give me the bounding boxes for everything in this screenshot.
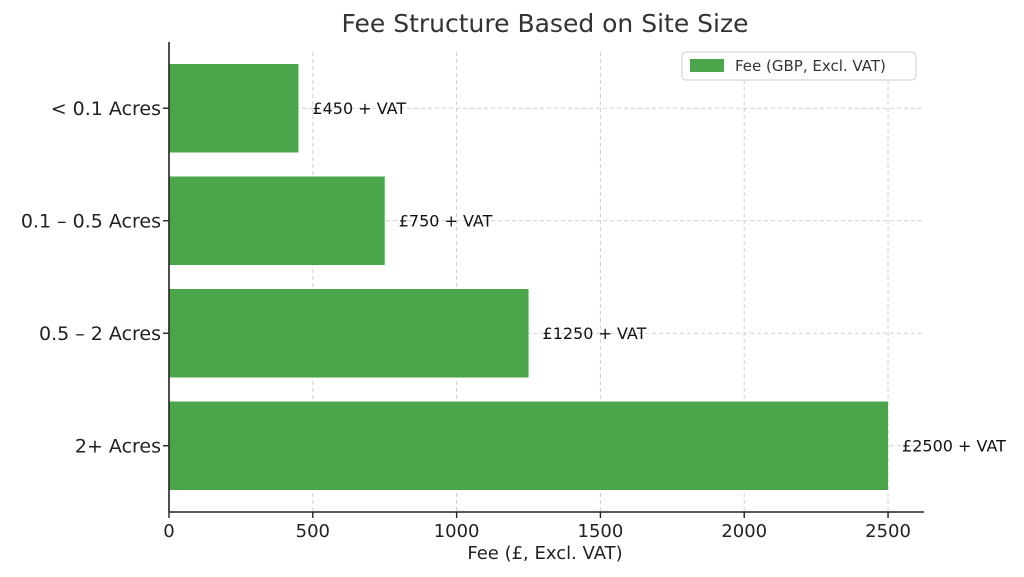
x-axis-label: Fee (£, Excl. VAT) bbox=[467, 543, 622, 564]
bar bbox=[169, 176, 385, 265]
y-tick-label: < 0.1 Acres bbox=[51, 98, 161, 120]
bar bbox=[169, 64, 299, 153]
y-tick-label: 0.5 – 2 Acres bbox=[39, 323, 161, 345]
legend: Fee (GBP, Excl. VAT) bbox=[681, 51, 917, 81]
bar bbox=[169, 289, 529, 378]
bar-layer bbox=[169, 64, 889, 490]
chart-title: Fee Structure Based on Site Size bbox=[341, 9, 748, 38]
bar-value-label: £750 + VAT bbox=[399, 211, 493, 230]
label-layer: £450 + VAT < 0.1 Acres £750 + VAT 0.1 – 0.5… bbox=[21, 98, 1006, 542]
x-tick-label: 2000 bbox=[721, 521, 767, 542]
legend-box bbox=[681, 51, 917, 81]
legend-swatch bbox=[690, 59, 724, 72]
x-tick-label: 2500 bbox=[865, 521, 911, 542]
x-tick-label: 0 bbox=[163, 521, 174, 542]
y-tick-label: 2+ Acres bbox=[75, 435, 161, 457]
bar bbox=[169, 401, 889, 490]
x-tick-label: 1000 bbox=[434, 521, 480, 542]
x-tick-label: 500 bbox=[296, 521, 330, 542]
axis-layer bbox=[163, 42, 924, 518]
bar-value-label: £2500 + VAT bbox=[902, 436, 1006, 455]
bar-value-label: £1250 + VAT bbox=[543, 324, 647, 343]
y-tick-label: 0.1 – 0.5 Acres bbox=[21, 210, 161, 232]
legend-label: Fee (GBP, Excl. VAT) bbox=[735, 57, 886, 75]
bar-value-label: £450 + VAT bbox=[312, 99, 406, 118]
x-tick-label: 1500 bbox=[578, 521, 624, 542]
